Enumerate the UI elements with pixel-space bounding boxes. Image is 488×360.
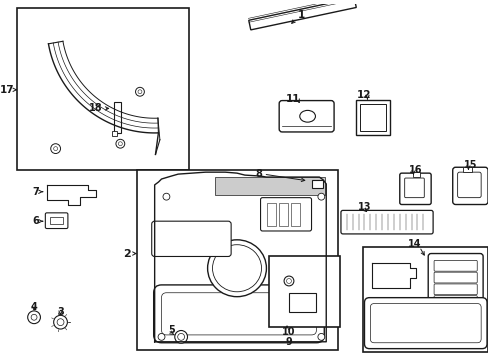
FancyBboxPatch shape [151,221,231,256]
FancyBboxPatch shape [433,272,476,283]
Ellipse shape [177,333,184,340]
Text: 12: 12 [357,90,371,100]
Ellipse shape [163,193,169,200]
Bar [50,217,63,224]
Text: 10: 10 [282,327,295,337]
Bar [114,102,121,133]
FancyBboxPatch shape [369,303,480,343]
Polygon shape [248,0,356,30]
FancyBboxPatch shape [153,285,324,343]
Text: 3: 3 [57,307,64,318]
Text: 7: 7 [32,187,39,197]
Ellipse shape [284,276,293,286]
FancyBboxPatch shape [364,298,486,348]
Text: 2: 2 [123,248,131,258]
Ellipse shape [28,311,41,324]
Text: 18: 18 [89,103,102,113]
Bar [18,8,188,170]
Text: 8: 8 [255,169,262,179]
Text: 11: 11 [285,94,300,104]
Ellipse shape [118,142,122,146]
Bar [412,172,420,177]
Ellipse shape [317,193,324,200]
Bar [215,177,325,195]
FancyBboxPatch shape [279,100,333,132]
FancyBboxPatch shape [260,198,311,231]
Text: 9: 9 [285,337,292,347]
Bar [462,167,471,172]
Text: 17: 17 [0,85,15,95]
Bar [359,104,385,131]
Bar [311,180,323,188]
FancyBboxPatch shape [433,260,476,271]
Polygon shape [154,172,325,342]
FancyBboxPatch shape [433,296,476,306]
FancyBboxPatch shape [404,178,424,198]
FancyBboxPatch shape [45,213,68,229]
Bar [362,247,487,352]
FancyBboxPatch shape [399,173,430,204]
Ellipse shape [286,279,291,283]
Bar [269,256,339,327]
Ellipse shape [212,245,261,292]
Text: 15: 15 [463,160,476,170]
Ellipse shape [135,87,144,96]
Bar [137,170,337,350]
Ellipse shape [174,330,187,343]
Bar [288,293,316,312]
Text: 1: 1 [298,10,305,20]
FancyBboxPatch shape [340,210,432,234]
Bar [111,131,117,136]
Bar [267,203,276,226]
Ellipse shape [31,314,37,320]
Ellipse shape [51,144,61,153]
Text: 13: 13 [357,202,370,212]
Text: 6: 6 [32,216,39,226]
Ellipse shape [138,90,142,94]
Text: 4: 4 [31,302,38,312]
FancyBboxPatch shape [161,293,316,335]
Ellipse shape [317,333,324,340]
Ellipse shape [54,315,67,329]
Bar [279,203,287,226]
Ellipse shape [299,111,315,122]
Ellipse shape [116,139,124,148]
Ellipse shape [54,147,58,150]
FancyBboxPatch shape [427,253,482,318]
Bar [355,100,389,135]
Text: 5: 5 [167,325,174,335]
Ellipse shape [207,240,266,297]
Bar [290,203,299,226]
FancyBboxPatch shape [452,167,487,204]
FancyBboxPatch shape [433,284,476,295]
Text: 14: 14 [407,239,420,249]
FancyBboxPatch shape [457,172,480,198]
Ellipse shape [57,319,64,325]
Text: 16: 16 [408,165,421,175]
Ellipse shape [158,333,164,340]
